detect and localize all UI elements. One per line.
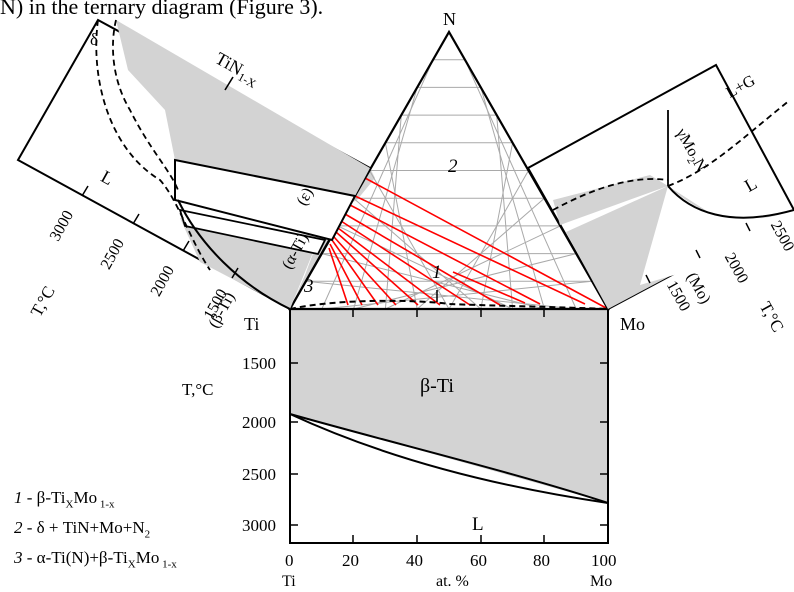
binary-x-mid-label: at. % [436,573,469,590]
ternary-section: N Ti Mo 2 1 3 [244,9,645,334]
left-dashed-solidus [95,19,211,271]
binary-beta-label: β-Ti [420,375,454,397]
ternary-grid-line [305,280,577,310]
legend-num-2: 2 - [14,518,33,537]
binary-y-tick-1500: 1500 [242,354,276,373]
ternary-tie-lines [328,177,609,310]
legend-sub-1a: X [65,498,74,511]
binary-y-ticks [290,362,608,526]
left-epsilon-label: (ε) [294,185,317,208]
legend-item-2: 2 - δ + TiN+Mo+N2 [14,518,150,540]
ternary-grid-line [353,197,482,310]
right-dashed-boundary [667,99,791,187]
right-gamma-label: γMo2N [669,125,710,177]
left-tin-region [116,20,370,196]
legend-mid-1: Mo [73,488,98,507]
legend-text-1: β-Ti [36,488,66,507]
binary-x-tick-20: 20 [342,551,359,570]
right-panel-frame [526,63,794,311]
ternary-region-2: 2 [448,156,458,177]
binary-x-tick-80: 80 [533,551,550,570]
right-lg-label: L+G [723,72,758,102]
binary-x-tick-0: 0 [285,551,294,570]
binary-x-tick-100: 100 [591,551,617,570]
legend-sub-1b: 1-x [97,498,115,511]
ternary-grid-line [464,59,577,310]
legend-num-3: 3 - [14,548,33,567]
binary-x-right-label: Mo [590,573,612,590]
left-tick-2500: 2500 [98,236,128,272]
header-text-fragment: N) in the ternary diagram (Figure 3). [0,0,324,19]
binary-liquid-label: L [472,514,484,535]
left-tick-3000: 3000 [47,208,77,244]
binary-y-tick-2500: 2500 [242,465,276,484]
binary-x-tick-40: 40 [406,551,423,570]
ternary-beta-boundary [289,299,609,310]
ternary-region-3: 3 [303,276,314,297]
ternary-grid-line [480,142,514,310]
binary-y-tick-3000: 3000 [242,516,276,535]
ternary-corner-n: N [443,9,456,29]
right-dashed-gamma [552,178,669,211]
legend-sub-3a: X [127,558,136,571]
right-white-liquid [640,186,794,285]
left-axis-label: T,°C [27,283,59,320]
ternary-gray-region [290,168,375,309]
binary-section: β-Ti L T,°C 1500 2000 2500 3000 0 20 40 … [182,308,617,590]
right-tick-2000: 2000 [721,250,751,286]
left-tin-panel: δ TiN1-X L (ε) (α-Ti) (β-Ti) T,°C 3000 2… [16,18,372,331]
ternary-corner-ti: Ti [244,314,259,334]
left-axis-ticks [81,185,239,279]
binary-x-left-label: Ti [282,573,296,590]
ternary-region-1: 1 [432,262,442,283]
right-axis-label: T,°C [756,298,788,335]
binary-solidus-line [289,413,609,504]
legend-num-1: 1 - [14,488,33,507]
right-mon-panel: L+G γMo2N L (Mo) T,°C 2500 2000 1500 [526,63,794,335]
ternary-grid-line [480,87,545,310]
right-gamma-region [553,175,668,225]
legend-mid-3: Mo [135,548,160,567]
right-solid-boundary [667,185,794,219]
left-tin-tick [224,76,234,91]
left-dashed-liquidus [112,19,179,191]
left-liquid-label: L [98,166,117,189]
legend-text-3: α-Ti(N)+β-Ti [36,548,128,567]
legend-sub-2a: 2 [144,528,151,541]
ternary-corner-mo: Mo [620,314,645,334]
left-epsilon-box [174,158,357,242]
ternary-grid-line [448,170,529,310]
legend-text-2: δ + TiN+Mo+N [36,518,145,537]
legend-item-3: 3 - α-Ti(N)+β-TiXMo 1-x [14,548,177,570]
binary-axis-label: T,°C [182,380,214,399]
ternary-grid-line [496,115,514,310]
binary-liquidus-line [289,413,609,504]
binary-x-tick-60: 60 [470,551,487,570]
ternary-grid-line [369,170,450,310]
binary-beta-region [290,309,608,503]
binary-x-ticks [352,309,545,543]
left-solid-boundary [177,199,291,310]
binary-y-tick-2000: 2000 [242,413,276,432]
legend-item-1: 1 - β-TiXMo 1-x [14,488,115,510]
left-delta-label: δ [90,30,98,49]
legend-sub-3b: 1-x [159,558,177,571]
left-alpha-box [178,208,327,256]
right-axis-ticks [645,222,751,284]
left-tick-2000: 2000 [148,263,178,299]
right-liquid-label: L [741,173,760,196]
